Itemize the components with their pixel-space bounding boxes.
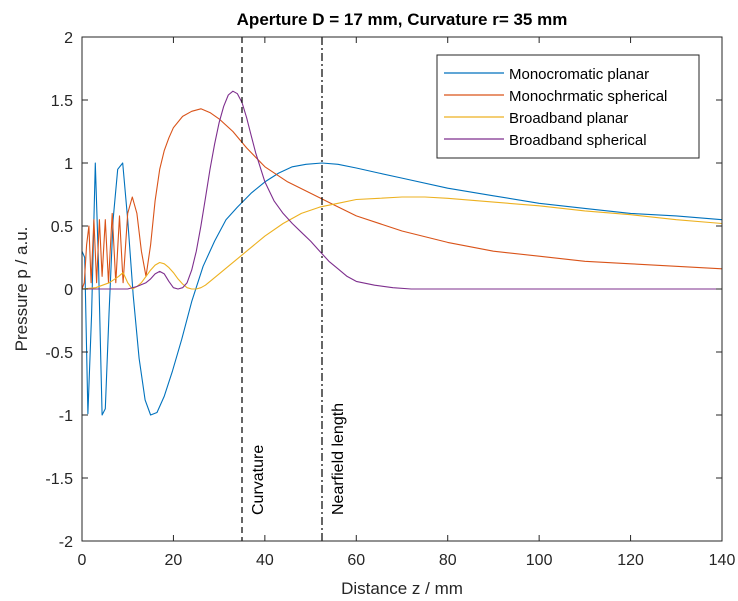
x-tick-label: 60 bbox=[347, 552, 365, 569]
reference-line-label-2: Nearfield length bbox=[330, 403, 347, 515]
x-tick-label: 80 bbox=[439, 552, 457, 569]
reference-lines: Curvature Nearfield length bbox=[241, 37, 347, 541]
reference-line-label-1: Curvature bbox=[250, 445, 267, 515]
chart-title: Aperture D = 17 mm, Curvature r= 35 mm bbox=[237, 10, 568, 29]
y-tick-label: -2 bbox=[59, 534, 73, 551]
x-tick-label: 0 bbox=[78, 552, 87, 569]
y-axis-ticks: -2 -1.5 -1 -0.5 0 0.5 1 1.5 2 bbox=[45, 30, 722, 551]
legend-label-1: Monocromatic planar bbox=[509, 66, 649, 83]
x-tick-label: 40 bbox=[256, 552, 274, 569]
series-line-2 bbox=[81, 108, 723, 290]
x-axis-ticks: 0 20 40 60 80 100 120 140 bbox=[78, 37, 736, 569]
series-line-1 bbox=[81, 162, 723, 416]
y-tick-label: 0.5 bbox=[51, 219, 73, 236]
x-tick-label: 20 bbox=[165, 552, 183, 569]
x-axis-label: Distance z / mm bbox=[341, 579, 463, 598]
series-line-4 bbox=[82, 90, 722, 290]
y-tick-label: 0 bbox=[64, 282, 73, 299]
legend: Monocromatic planar Monochrmatic spherica… bbox=[436, 54, 700, 159]
y-tick-label: 2 bbox=[64, 30, 73, 47]
y-tick-label: -1 bbox=[59, 408, 73, 425]
x-tick-label: 120 bbox=[617, 552, 644, 569]
legend-label-2: Monochrmatic spherical bbox=[509, 88, 667, 105]
x-tick-label: 140 bbox=[709, 552, 736, 569]
y-tick-label: -1.5 bbox=[45, 471, 73, 488]
y-axis-label: Pressure p / a.u. bbox=[12, 227, 31, 352]
y-tick-label: 1 bbox=[64, 156, 73, 173]
series-layer bbox=[81, 90, 723, 416]
y-tick-label: 1.5 bbox=[51, 93, 73, 110]
legend-label-3: Broadband planar bbox=[509, 110, 628, 127]
x-tick-label: 100 bbox=[526, 552, 553, 569]
legend-box bbox=[436, 54, 700, 159]
legend-label-4: Broadband spherical bbox=[509, 132, 647, 149]
y-tick-label: -0.5 bbox=[45, 345, 73, 362]
